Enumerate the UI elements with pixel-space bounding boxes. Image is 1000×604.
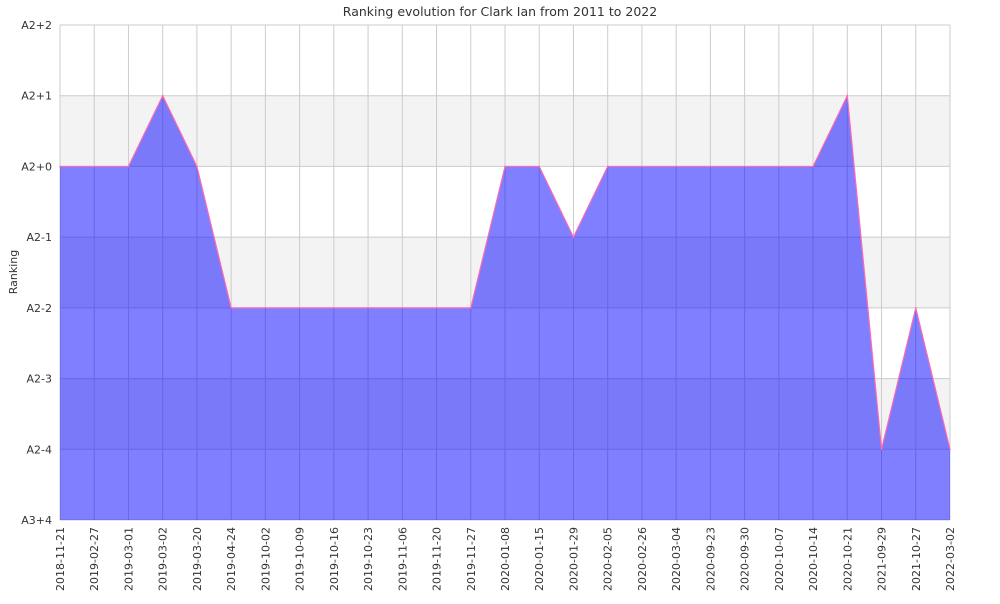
data-point <box>606 165 609 168</box>
data-point <box>161 94 164 97</box>
y-tick-label: A2-1 <box>27 231 53 244</box>
data-point <box>538 165 541 168</box>
data-point <box>949 448 951 451</box>
chart-title: Ranking evolution for Clark Ian from 201… <box>343 4 657 19</box>
y-tick-label: A2+1 <box>21 90 52 103</box>
y-tick-label: A3+4 <box>21 514 52 527</box>
x-tick-label: 2018-11-21 <box>54 527 67 591</box>
data-point <box>778 165 780 168</box>
data-point <box>298 307 301 309</box>
x-tick-label: 2019-11-27 <box>465 527 478 591</box>
x-tick-label: 2019-11-20 <box>431 527 444 591</box>
x-tick-label: 2019-03-02 <box>157 527 170 591</box>
data-point <box>812 165 814 168</box>
data-point <box>572 236 575 238</box>
data-point <box>743 165 746 168</box>
x-tick-label: 2021-10-27 <box>910 527 923 591</box>
series-area <box>60 95 950 520</box>
data-point <box>127 165 130 168</box>
x-tick-label: 2020-10-21 <box>841 527 854 591</box>
x-tick-label: 2019-11-06 <box>396 527 409 591</box>
x-tick-label: 2019-10-09 <box>294 527 307 591</box>
x-tick-label: 2020-09-30 <box>739 527 752 591</box>
data-point <box>709 165 712 168</box>
data-point <box>333 307 335 309</box>
data-point <box>59 165 61 168</box>
x-tick-label: 2020-03-04 <box>670 527 683 591</box>
x-tick-label: 2020-10-14 <box>807 527 820 591</box>
x-tick-label: 2020-09-23 <box>704 527 717 591</box>
x-tick-label: 2019-03-20 <box>191 527 204 591</box>
data-point <box>264 307 267 309</box>
y-tick-label: A2+2 <box>21 19 52 32</box>
y-axis-label: Ranking <box>7 250 20 295</box>
x-tick-label: 2020-10-07 <box>773 527 786 591</box>
data-point <box>675 165 677 168</box>
data-point <box>880 448 883 451</box>
data-point <box>230 307 232 309</box>
y-tick-label: A2-3 <box>27 373 53 386</box>
x-tick-label: 2020-01-08 <box>499 527 512 591</box>
x-tick-label: 2020-02-26 <box>636 527 649 591</box>
data-point <box>196 165 198 168</box>
x-tick-label: 2019-10-16 <box>328 527 341 591</box>
data-point <box>401 307 404 309</box>
data-point <box>641 165 643 168</box>
x-tick-label: 2019-10-23 <box>362 527 375 591</box>
x-tick-label: 2022-03-02 <box>944 527 957 591</box>
x-tick-label: 2020-01-15 <box>533 527 546 591</box>
x-tick-label: 2020-02-05 <box>602 527 615 591</box>
data-point <box>435 307 438 309</box>
data-point <box>93 165 96 168</box>
data-point <box>469 307 472 309</box>
x-tick-label: 2019-04-24 <box>225 527 238 591</box>
y-tick-label: A2-2 <box>27 302 53 315</box>
y-tick-label: A2+0 <box>21 160 52 173</box>
y-tick-label: A2-4 <box>27 443 53 456</box>
x-tick-label: 2019-10-02 <box>259 527 272 591</box>
x-tick-label: 2019-03-01 <box>122 527 135 591</box>
data-point <box>504 165 506 168</box>
data-point <box>367 307 369 309</box>
data-point <box>846 94 849 97</box>
x-tick-label: 2019-02-27 <box>88 527 101 591</box>
x-tick-label: 2021-09-29 <box>876 527 889 591</box>
x-tick-label: 2020-01-29 <box>567 527 580 591</box>
data-point <box>914 307 917 309</box>
